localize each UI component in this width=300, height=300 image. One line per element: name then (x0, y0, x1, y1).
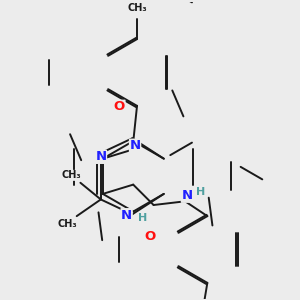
Text: N: N (121, 209, 132, 222)
Text: H: H (138, 213, 147, 223)
Text: H: H (196, 187, 205, 197)
Text: N: N (130, 139, 141, 152)
Text: CH₃: CH₃ (58, 218, 77, 229)
Text: O: O (114, 100, 125, 113)
Text: N: N (95, 150, 106, 163)
Text: CH₃: CH₃ (61, 170, 81, 180)
Text: O: O (144, 230, 155, 243)
Text: CH₃: CH₃ (127, 3, 147, 13)
Text: N: N (182, 189, 193, 202)
